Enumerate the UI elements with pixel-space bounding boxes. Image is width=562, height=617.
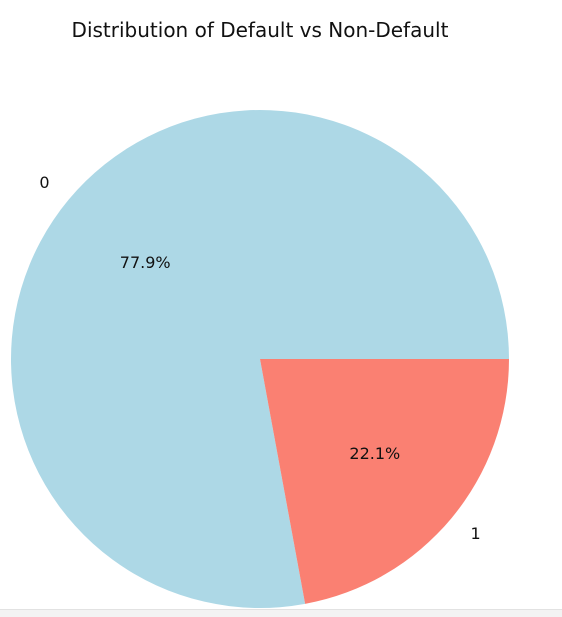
slice-percent-0: 77.9% [120, 253, 171, 272]
pie-slices [10, 109, 509, 609]
pie-labels: 0 77.9% 1 22.1% [39, 173, 480, 543]
slice-label-0: 0 [39, 173, 49, 192]
pie-slice-0 [10, 109, 509, 609]
slice-percent-1: 22.1% [349, 444, 400, 463]
chart-title: Distribution of Default vs Non-Default [72, 18, 449, 42]
bottom-scroll-area [0, 609, 562, 617]
pie-slice-1 [260, 359, 509, 604]
slice-label-1: 1 [470, 524, 480, 543]
